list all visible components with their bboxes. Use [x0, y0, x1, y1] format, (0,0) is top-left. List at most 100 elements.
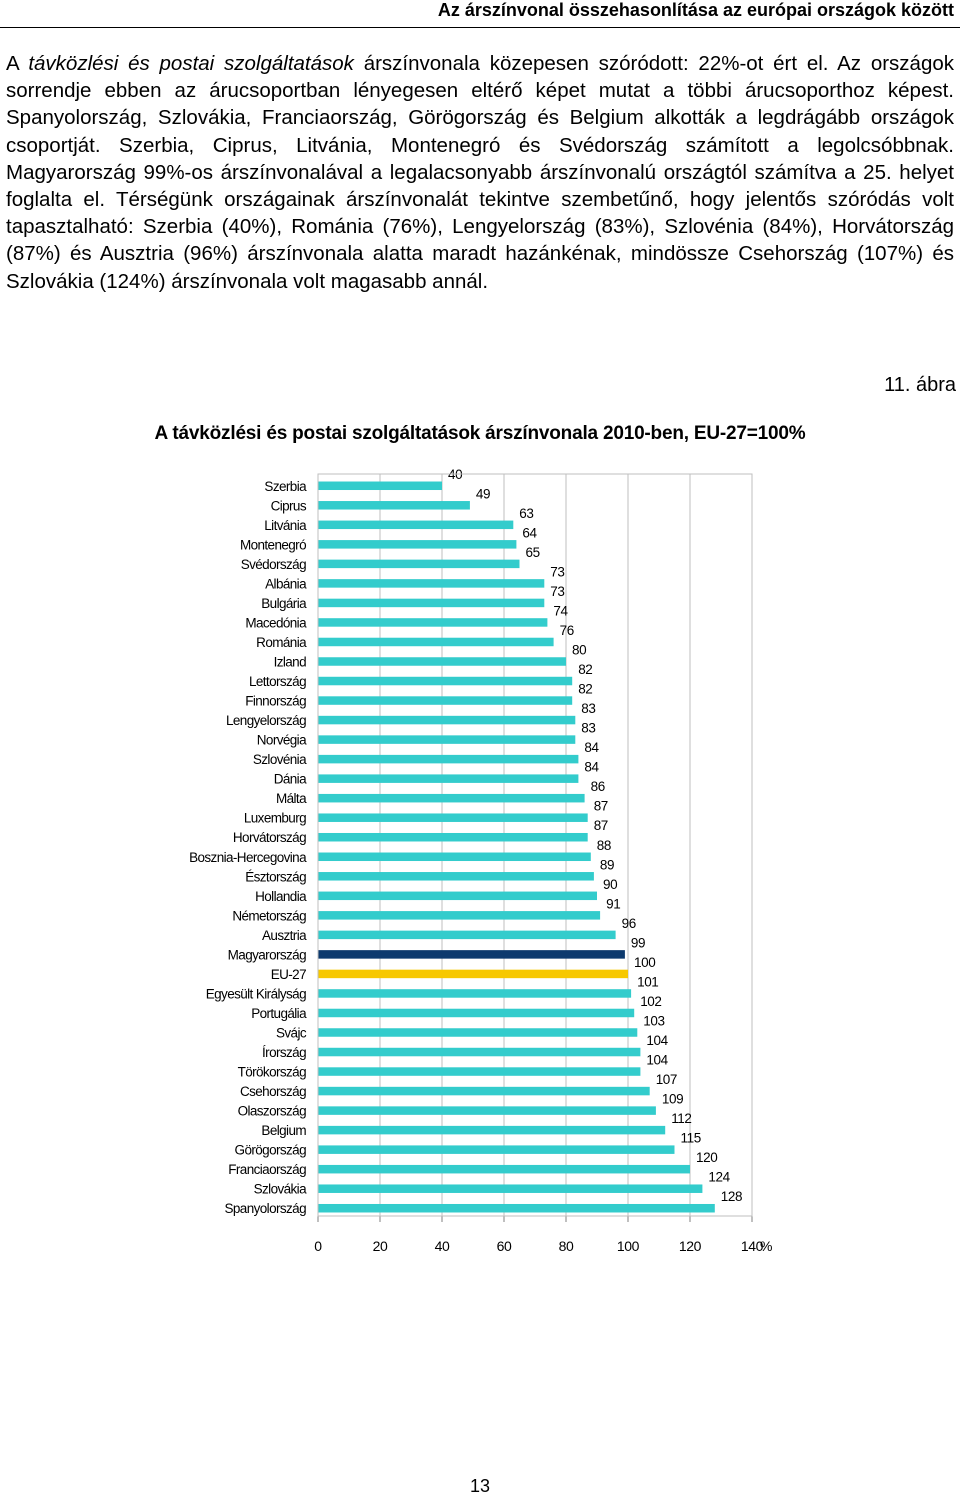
bar — [318, 774, 579, 783]
category-label: Dánia — [274, 772, 307, 787]
x-axis-ticks: 0 20 40 60 80 100 120 140 — [314, 1216, 764, 1254]
category-label: Észtország — [245, 869, 306, 884]
data-label: 90 — [603, 877, 617, 892]
category-label: EU-27 — [271, 967, 306, 982]
bar — [318, 1086, 650, 1096]
category-label: Románia — [256, 635, 307, 650]
paragraph-lead: A — [6, 52, 29, 75]
bar — [318, 891, 597, 901]
paragraph-italic-term: távközlési és postai szolgáltatások — [28, 52, 354, 75]
data-label: 84 — [584, 760, 599, 775]
data-label: 80 — [572, 643, 586, 658]
bar — [318, 579, 545, 588]
category-label: Ausztria — [262, 928, 307, 943]
category-label: Görögország — [235, 1143, 307, 1158]
data-label: 109 — [662, 1092, 683, 1107]
x-tick-label: 140 — [741, 1238, 764, 1254]
x-axis-unit-label: % — [760, 1238, 772, 1254]
bar — [318, 793, 585, 803]
data-label: 89 — [600, 857, 614, 872]
bar — [318, 735, 576, 744]
bar — [318, 598, 545, 608]
bar — [318, 950, 625, 959]
category-label: Macedónia — [245, 615, 307, 630]
bar — [318, 559, 520, 569]
category-label: Svájc — [276, 1026, 307, 1041]
category-label: Bosznia-Hercegovina — [189, 850, 307, 865]
bar — [318, 657, 566, 666]
data-label: 84 — [584, 740, 599, 755]
data-label: 82 — [578, 682, 592, 697]
category-label: Izland — [274, 655, 307, 670]
bar — [318, 1184, 703, 1193]
bar — [318, 1106, 656, 1115]
header-divider — [0, 27, 960, 28]
data-label: 99 — [631, 935, 645, 950]
figure-number: 11. ábra — [884, 374, 956, 396]
plot-area-frame — [317, 473, 753, 1217]
data-label: 104 — [646, 1053, 668, 1068]
bar — [318, 969, 628, 979]
bar — [318, 676, 573, 686]
bar — [318, 637, 554, 647]
x-tick-label: 40 — [435, 1238, 450, 1254]
data-label: 83 — [581, 721, 595, 736]
category-label: Svédország — [241, 557, 306, 572]
data-label: 96 — [622, 916, 636, 931]
data-label: 82 — [578, 662, 592, 677]
bar — [318, 1203, 715, 1213]
category-label: Norvégia — [257, 733, 307, 748]
bar — [318, 1047, 641, 1057]
category-label: Csehország — [240, 1084, 306, 1099]
category-label: Lettország — [249, 674, 306, 689]
category-label: Franciaország — [228, 1162, 306, 1177]
category-label: Lengyelország — [226, 713, 306, 728]
category-label: Horvátország — [233, 830, 306, 845]
data-label: 115 — [681, 1131, 701, 1146]
bar — [318, 1164, 690, 1174]
chart-title: A távközlési és postai szolgáltatások ár… — [0, 423, 960, 445]
value-labels: 4049636465737374768082828383848486878788… — [448, 467, 743, 1204]
x-tick-label: 0 — [314, 1238, 322, 1254]
category-label: Egyesült Királyság — [206, 986, 306, 1001]
bar — [318, 1008, 635, 1018]
bars — [318, 481, 715, 1213]
data-label: 74 — [553, 603, 568, 618]
data-label: 86 — [591, 779, 605, 794]
bar — [318, 813, 588, 822]
bar — [318, 1125, 666, 1135]
category-labels: Szerbia Ciprus Litvánia Montenegró Svédorszá… — [189, 479, 308, 1216]
data-label: 65 — [526, 545, 540, 560]
category-label: Olaszország — [238, 1104, 307, 1119]
category-label: Szerbia — [264, 479, 307, 494]
bar — [318, 911, 601, 920]
category-label: Írország — [262, 1045, 306, 1060]
data-label: 87 — [594, 799, 608, 814]
bar — [318, 754, 579, 764]
category-label: Albánia — [265, 576, 307, 591]
bar — [318, 481, 442, 491]
price-level-bar-chart: Szerbia Ciprus Litvánia Montenegró Svédorszá… — [189, 467, 772, 1254]
category-label: Németország — [232, 908, 306, 923]
body-paragraph: A távközlési és postai szolgáltatások ár… — [6, 50, 954, 295]
category-label: Portugália — [251, 1006, 307, 1021]
bar — [318, 832, 588, 842]
data-label: 73 — [550, 564, 564, 579]
data-label: 88 — [597, 838, 611, 853]
category-label: Litvánia — [264, 518, 307, 533]
data-label: 102 — [640, 994, 661, 1009]
data-label: 49 — [476, 486, 490, 501]
data-label: 76 — [560, 623, 574, 638]
category-label: Hollandia — [255, 889, 307, 904]
bar — [318, 1067, 641, 1076]
category-label: Finnország — [245, 694, 306, 709]
running-header-title: Az árszínvonal összehasonlítása az európ… — [437, 0, 954, 20]
bar — [318, 715, 576, 725]
data-label: 103 — [643, 1014, 664, 1029]
chart-title-text: A távközlési és postai szolgáltatások ár… — [154, 423, 806, 444]
category-label: Luxemburg — [244, 811, 306, 826]
bar — [318, 930, 616, 940]
category-label: Montenegró — [240, 537, 306, 552]
data-label: 107 — [656, 1072, 677, 1087]
bar — [318, 1145, 675, 1154]
